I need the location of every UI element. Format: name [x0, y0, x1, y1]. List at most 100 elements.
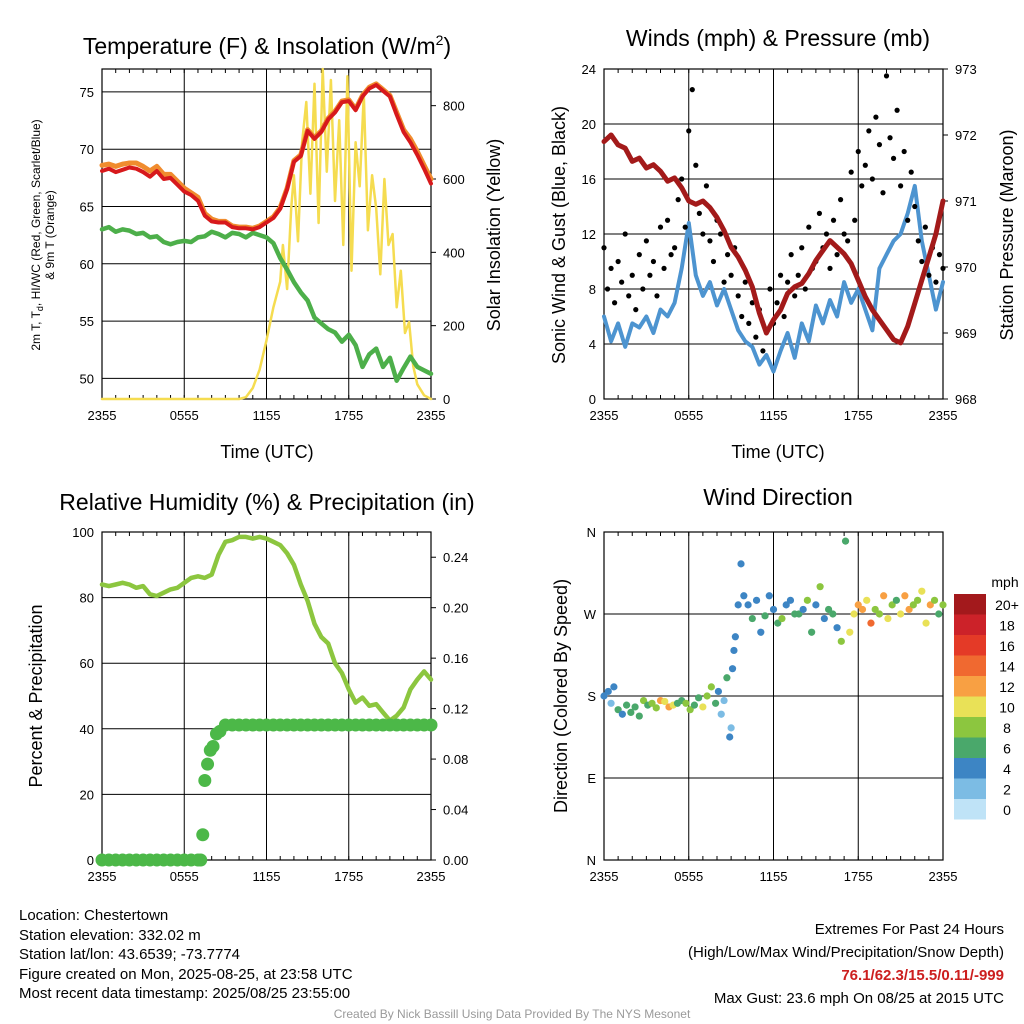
gust-point — [707, 238, 713, 244]
y-tick-label: W — [584, 607, 597, 622]
direction-point — [880, 592, 888, 600]
legend-label: 16 — [999, 638, 1015, 654]
credit-line: Created By Nick Bassill Using Data Provi… — [333, 1007, 691, 1021]
legend-swatch — [954, 696, 986, 717]
legend-label: 18 — [999, 618, 1015, 634]
plot-frame — [603, 68, 944, 400]
direction-point — [808, 628, 816, 636]
gust-point — [936, 252, 943, 258]
direction-ylabel: Direction (Colored By Speed) — [551, 579, 571, 813]
dewpoint-line — [99, 224, 434, 383]
gust-point — [859, 183, 865, 189]
gust-point — [724, 252, 731, 258]
direction-point — [769, 605, 778, 614]
temperature-series — [99, 67, 434, 401]
gust-point — [619, 279, 625, 285]
direction-point — [761, 612, 769, 620]
gust-point — [672, 245, 678, 251]
y-tick-label: N — [587, 525, 596, 540]
gust-point — [898, 183, 904, 189]
gust-point — [940, 265, 946, 271]
direction-point — [926, 601, 934, 609]
legend-swatch — [954, 717, 986, 738]
gust-point — [629, 272, 635, 278]
gust-point — [654, 293, 660, 299]
humidity-panel: Relative Humidity (%) & Precipitation (i… — [26, 489, 475, 788]
direction-point — [731, 633, 739, 641]
x-tick-label: 2355 — [417, 408, 446, 423]
x-tick-label: 2355 — [590, 869, 619, 884]
winds-xlabel: Time (UTC) — [731, 442, 824, 462]
direction-point — [631, 703, 639, 711]
direction-point — [884, 614, 892, 623]
y-tick-label: 55 — [80, 314, 94, 329]
y-tick-label: 40 — [80, 722, 94, 737]
y-tick-label: 12 — [582, 227, 596, 242]
gust-point — [806, 224, 812, 230]
gust-point — [753, 334, 759, 340]
legend-swatch — [954, 778, 986, 799]
x-tick-label: 0555 — [170, 869, 199, 884]
x-tick-label: 2355 — [88, 408, 117, 423]
legend-swatch — [954, 635, 986, 656]
y2-tick-label: 971 — [955, 194, 977, 209]
plot-frame — [101, 68, 432, 400]
y2-tick-label: 800 — [443, 99, 465, 114]
gust-point — [887, 135, 893, 141]
y-tick-label: 8 — [589, 282, 596, 297]
precip-point — [196, 828, 210, 842]
x-tick-label: 1155 — [253, 408, 281, 423]
direction-point — [614, 706, 622, 714]
direction-point — [730, 646, 738, 655]
gust-point — [643, 238, 649, 244]
x-tick-label: 0555 — [674, 408, 703, 423]
direction-point — [752, 596, 761, 604]
gust-point — [781, 313, 787, 320]
gust-point — [848, 169, 854, 175]
y2-tick-label: 0.12 — [443, 702, 468, 717]
direction-point — [711, 699, 720, 707]
direction-point — [661, 697, 669, 706]
precip-point — [198, 774, 212, 788]
direction-point — [897, 610, 905, 618]
y2-tick-label: 970 — [955, 260, 977, 275]
gust-point — [869, 176, 875, 182]
winds-ylabel: Sonic Wind & Gust (Blue, Black) — [549, 106, 569, 364]
extremes-values: 76.1/62.3/15.5/0.11/-999 — [841, 967, 1004, 984]
gust-point — [601, 245, 607, 251]
gust-point — [721, 279, 727, 285]
humidity-title: Relative Humidity (%) & Precipitation (i… — [59, 489, 474, 515]
direction-point — [699, 703, 707, 711]
gust-point — [880, 190, 886, 196]
gust-point — [837, 197, 844, 203]
speed-legend: 20+ 18 16 14 12 10 8 6 4 2 0 — [954, 594, 1019, 820]
temperature-panel: Temperature (F) & Insolation (W/m2) Time… — [29, 32, 504, 462]
gust-point — [785, 279, 791, 285]
x-tick-label: 2355 — [590, 408, 619, 423]
gust-point — [739, 313, 745, 320]
extremes-heading: Extremes For Past 24 Hours — [814, 921, 1004, 938]
direction-point — [824, 605, 833, 614]
gust-point — [883, 73, 890, 79]
gust-point — [615, 258, 621, 265]
gust-point — [650, 258, 657, 265]
direction-point — [690, 701, 699, 709]
x-tick-label: 2355 — [417, 869, 446, 884]
direction-point — [737, 560, 745, 568]
gust-point — [689, 87, 695, 93]
direction-point — [610, 683, 618, 691]
direction-point — [875, 610, 884, 618]
gust-point — [876, 142, 883, 148]
recent-timestamp: Most recent data timestamp: 2025/08/25 2… — [19, 985, 351, 1002]
direction-point — [604, 687, 612, 696]
gust-point — [604, 286, 611, 292]
humidity-ylabel: Percent & Precipitation — [26, 604, 46, 787]
precip-point — [201, 757, 215, 771]
legend-swatch — [954, 614, 986, 635]
y-tick-label: 20 — [582, 117, 596, 132]
gust-point — [816, 210, 823, 216]
gust-point — [855, 148, 861, 155]
max-gust: Max Gust: 23.6 mph On 08/25 at 2015 UTC — [713, 990, 1004, 1007]
gust-point — [890, 155, 897, 161]
